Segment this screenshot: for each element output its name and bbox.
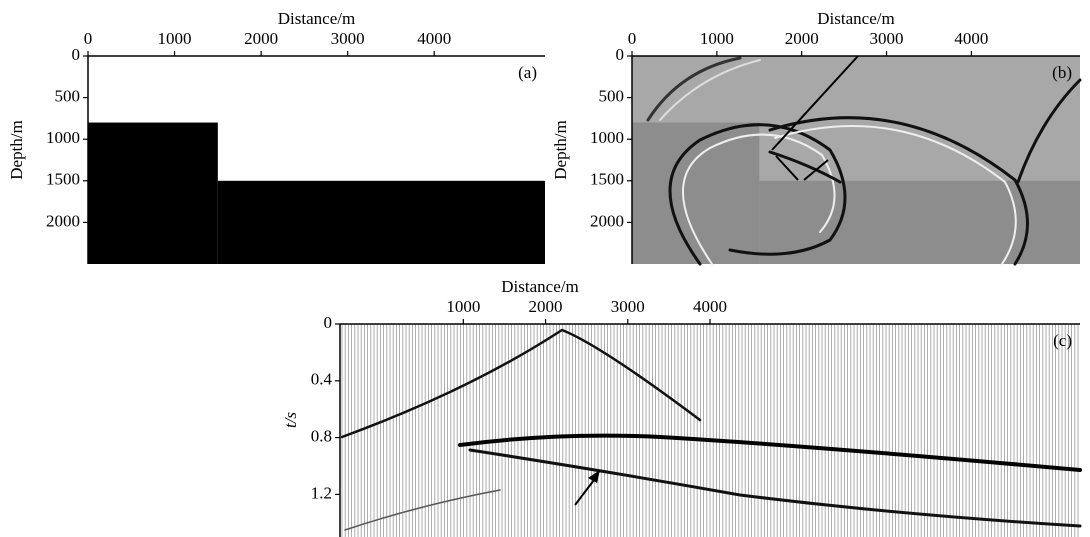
x-tick-label: 2000 [529, 297, 563, 316]
x-axis-label: Distance/m [278, 9, 355, 28]
event [468, 448, 1082, 528]
panel-label: (b) [1052, 63, 1072, 82]
y-axis-label: Depth/m [551, 120, 570, 180]
x-tick-label: 0 [84, 29, 93, 48]
y-tick-label: 0 [616, 45, 625, 64]
layer [759, 180, 1080, 264]
layer [217, 180, 546, 264]
y-axis-label: t/s [281, 412, 300, 428]
y-tick-label: 2000 [46, 211, 80, 230]
arrow-head [588, 470, 600, 483]
panel-label: (c) [1053, 331, 1072, 350]
x-tick-label: 4000 [417, 29, 451, 48]
arrow [803, 159, 829, 181]
y-tick-label: 1500 [46, 170, 80, 189]
layer [632, 122, 760, 264]
y-tick-label: 2000 [590, 211, 624, 230]
y-tick-label: 1.2 [311, 483, 332, 502]
axes: 0 1000 2000 3000 40000500100015002000Distanc… [7, 9, 1080, 537]
x-tick-label: 2000 [244, 29, 278, 48]
x-tick-label: 1000 [700, 29, 734, 48]
y-tick-label: 0 [72, 45, 81, 64]
x-tick-label: 1000 [158, 29, 192, 48]
wavefront [682, 133, 836, 265]
panel-backgrounds [88, 56, 1080, 537]
event [340, 328, 702, 439]
x-tick-label: 1000 [446, 297, 480, 316]
wavefront [768, 116, 1029, 266]
wavefront [1016, 78, 1082, 184]
y-tick-label: 1500 [590, 170, 624, 189]
y-tick-label: 0 [324, 313, 333, 332]
layer [88, 122, 218, 264]
wavefront [646, 56, 742, 122]
x-tick-label: 3000 [331, 29, 365, 48]
x-tick-label: 4000 [693, 297, 727, 316]
y-axis-label: Depth/m [7, 120, 26, 180]
panel-label: (a) [518, 63, 537, 82]
arrow [775, 155, 799, 181]
x-tick-label: 3000 [870, 29, 904, 48]
y-tick-label: 1000 [46, 128, 80, 147]
y-tick-label: 500 [55, 87, 81, 106]
x-axis-label: Distance/m [817, 9, 894, 28]
event [458, 433, 1082, 472]
x-tick-label: 4000 [954, 29, 988, 48]
x-tick-label: 0 [628, 29, 637, 48]
wavefront [659, 59, 761, 121]
y-tick-label: 500 [599, 87, 625, 106]
wavefront [768, 150, 842, 184]
x-tick-label: 2000 [785, 29, 819, 48]
decorations [340, 55, 1082, 531]
y-tick-label: 0.8 [311, 427, 332, 446]
arrow [771, 55, 859, 151]
y-tick-label: 1000 [590, 128, 624, 147]
wavefront [774, 124, 1017, 265]
y-tick-label: 0.4 [311, 370, 333, 389]
wavefront [668, 123, 847, 266]
x-tick-label: 3000 [611, 297, 645, 316]
event [344, 489, 501, 531]
x-axis-label: Distance/m [501, 277, 578, 296]
